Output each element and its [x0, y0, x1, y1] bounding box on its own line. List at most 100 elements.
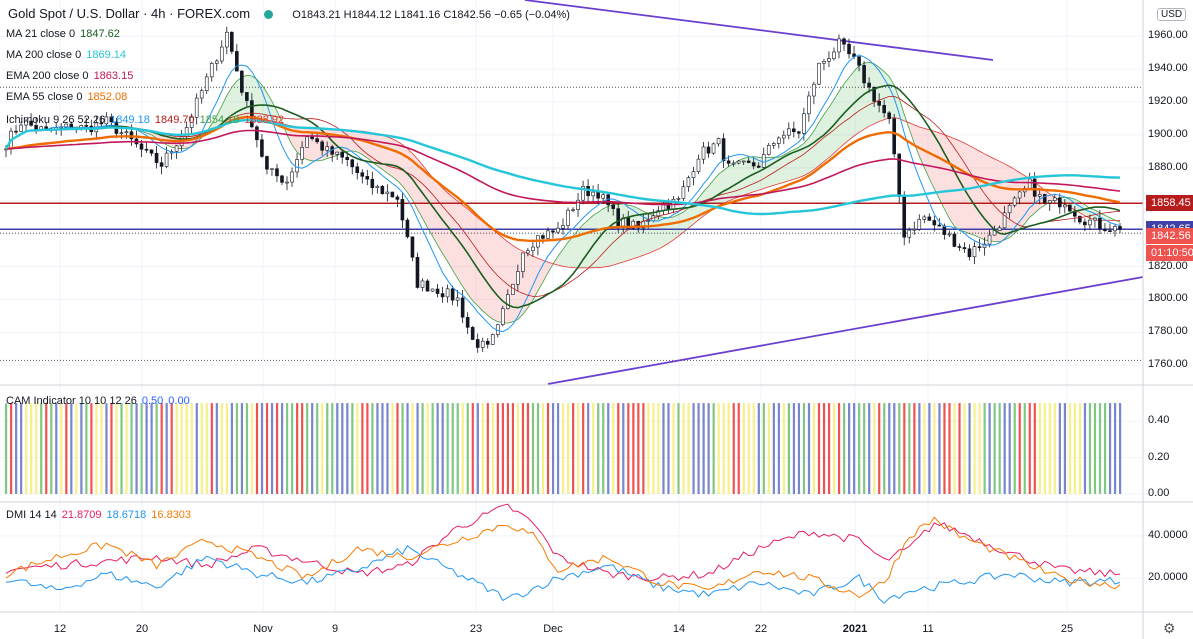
- candle-body: [516, 271, 520, 285]
- candle-body: [435, 288, 440, 294]
- cam-bar: [1098, 403, 1102, 494]
- cam-bar: [943, 403, 946, 494]
- cam-bar: [747, 403, 750, 494]
- cloud-segment: [1079, 201, 1085, 216]
- candle-body: [781, 134, 786, 139]
- cam-bar: [807, 403, 811, 494]
- cam-bar: [1043, 403, 1046, 494]
- cam-bar: [667, 403, 670, 494]
- settings-gear-icon[interactable]: ⚙: [1163, 620, 1176, 636]
- cam-bar: [632, 403, 635, 494]
- cam-bar: [441, 403, 444, 494]
- legend-name[interactable]: CAM Indicator 10 10 12 26: [6, 395, 137, 407]
- candle-body: [1027, 178, 1032, 189]
- candle-body: [270, 168, 274, 170]
- cam-bar: [301, 403, 304, 494]
- candle-body: [736, 160, 741, 164]
- candle-body: [721, 138, 726, 162]
- cloud-segment: [507, 241, 513, 324]
- candle-body: [706, 146, 711, 154]
- cam-bar: [562, 403, 565, 494]
- y-tick-label: 1760.00: [1148, 358, 1188, 371]
- x-tick-label: 23: [469, 623, 483, 635]
- candle-body: [460, 297, 465, 318]
- legend-name[interactable]: MA 200 close 0: [6, 49, 82, 61]
- cam-bar: [120, 403, 123, 494]
- cam-bar: [848, 403, 851, 494]
- candle-body: [390, 191, 395, 198]
- symbol-title[interactable]: Gold Spot / U.S. Dollar · 4h · FOREX.com: [8, 6, 251, 21]
- candle-body: [345, 156, 350, 160]
- candle-body: [877, 100, 881, 106]
- candle-body: [541, 235, 545, 239]
- candle-body: [666, 204, 671, 210]
- candle-body: [154, 152, 159, 164]
- candle-body: [751, 162, 756, 167]
- cloud-segment: [673, 214, 679, 240]
- cam-bar: [797, 403, 801, 494]
- horizontal-levels: [0, 86, 1143, 361]
- ema55-line: [5, 115, 1121, 243]
- legend-value: 1847.62: [80, 28, 120, 40]
- candle-body: [942, 225, 947, 235]
- cam-bar: [110, 403, 113, 494]
- candle-body: [676, 198, 681, 200]
- candle-body: [465, 316, 470, 328]
- cloud-segment: [954, 138, 960, 231]
- cam-bar: [672, 403, 675, 494]
- cloud-segment: [603, 206, 609, 268]
- legend-name[interactable]: DMI 14 14: [6, 509, 57, 521]
- cam-bar: [1038, 403, 1041, 494]
- dmi-line: [5, 544, 1121, 604]
- trend-lines[interactable]: [524, 0, 1144, 385]
- x-tick-label: 11: [922, 623, 934, 635]
- candle-body: [997, 227, 1002, 232]
- candle-body: [144, 148, 149, 151]
- dmi-lines: [5, 503, 1121, 604]
- candle-body: [842, 38, 846, 45]
- cam-bar: [356, 403, 359, 494]
- legend-name[interactable]: MA 21 close 0: [6, 28, 76, 40]
- cloud-segment: [889, 76, 895, 119]
- candle-body: [164, 152, 169, 167]
- cam-bar: [260, 403, 264, 494]
- candle-body: [315, 138, 319, 143]
- cloud-segment: [668, 216, 674, 244]
- candle-body: [340, 151, 345, 158]
- candle-body: [711, 143, 716, 154]
- candle-body: [84, 125, 89, 127]
- candle-body: [932, 220, 937, 226]
- cam-bar: [35, 403, 38, 494]
- cam-bar: [175, 403, 178, 494]
- currency-button[interactable]: USD: [1157, 8, 1187, 21]
- candle-body: [937, 224, 942, 227]
- cam-bar: [577, 403, 580, 494]
- candle-body: [531, 246, 535, 251]
- cam-bar: [637, 403, 640, 494]
- cloud-segment: [798, 143, 804, 178]
- candle-body: [209, 63, 214, 78]
- cam-bar: [386, 403, 389, 494]
- legend-name[interactable]: EMA 55 close 0: [6, 91, 83, 103]
- cloud-segment: [989, 156, 995, 242]
- cloud-segment: [783, 152, 789, 183]
- cam-bar: [140, 403, 143, 494]
- cam-bar: [486, 403, 489, 494]
- cloud-segment: [743, 157, 749, 196]
- cloud-segment: [1104, 215, 1110, 221]
- cam-bar: [817, 403, 821, 494]
- candle-body: [1113, 226, 1117, 232]
- cam-bar: [978, 403, 981, 494]
- cam-bar: [80, 403, 83, 494]
- candle-body: [230, 31, 234, 52]
- candle-body: [807, 95, 811, 115]
- cam-bar: [371, 403, 374, 494]
- legend-name[interactable]: Ichimoku 9 26 52 26: [6, 114, 106, 126]
- cam-bar: [1013, 403, 1016, 494]
- cam-bar: [622, 403, 625, 494]
- candle-body: [104, 116, 109, 125]
- candle-body: [741, 160, 746, 163]
- legend-name[interactable]: EMA 200 close 0: [6, 70, 89, 82]
- candle-body: [571, 209, 575, 211]
